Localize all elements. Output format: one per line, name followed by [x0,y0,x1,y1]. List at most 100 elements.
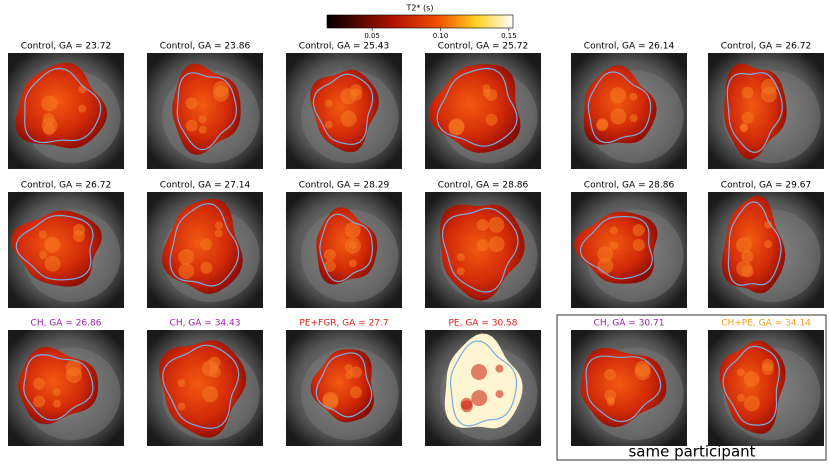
panel: Control, GA = 25.43 [286,42,402,169]
placenta-contour [587,71,652,144]
map-texture [471,390,488,407]
map-texture [634,360,651,377]
placenta-contour [312,73,374,146]
map-texture [476,218,489,231]
map-texture [198,125,207,134]
map-texture [322,391,339,408]
group-box [556,314,827,461]
map-texture [78,104,87,113]
panel-title: Control, GA = 28.86 [438,181,529,191]
panel: Control, GA = 26.14 [571,42,687,169]
map-texture [323,248,336,261]
panel-title: Control, GA = 23.86 [160,42,251,52]
map-texture [596,119,609,132]
map-texture [604,368,617,381]
placenta-contour [449,340,517,427]
map-texture [597,246,614,263]
map-texture [609,226,618,235]
placenta-contour [727,201,782,286]
map-texture [743,395,760,412]
map-texture [324,99,333,108]
map-texture [488,236,505,253]
panel: Control, GA = 23.72 [8,42,124,169]
map-texture [456,267,465,276]
placenta-contour [23,353,94,421]
map-texture [485,89,498,102]
map-texture [198,115,207,124]
map-texture [41,117,58,134]
map-texture [52,388,61,397]
map-texture [39,251,48,260]
map-texture [629,92,638,101]
map-texture [324,120,333,129]
map-texture [340,88,357,105]
placenta-contour [24,67,102,144]
panel: CH, GA = 34.43 [147,319,263,446]
map-texture [340,110,357,127]
panel: CH+PE, GA = 34.14 [708,319,824,446]
map-texture [460,397,473,410]
placenta-contour [315,352,373,418]
map-texture [65,367,82,384]
map-texture [349,366,362,379]
map-texture [604,389,617,402]
map-texture [610,108,627,125]
map-texture [629,114,638,123]
map-texture [470,364,487,381]
map-texture [213,85,230,102]
map-texture [177,379,186,388]
map-texture [78,85,87,94]
panel: Control, GA = 23.86 [147,42,263,169]
colorbar-label: T2* (s) [406,4,434,13]
panel-title: PE, GA = 30.58 [449,319,518,329]
group-note: same participant [628,443,755,461]
map-texture [764,220,773,229]
panel-title: Control, GA = 25.43 [299,42,389,52]
panel-title: CH, GA = 26.86 [31,319,102,329]
panel-title: CH+PE, GA = 34.14 [721,319,811,329]
placenta-contour [169,202,240,287]
placenta-contour [579,215,653,280]
map-texture [632,224,645,237]
placenta-contour [722,345,780,426]
panel-title: Control, GA = 26.72 [21,181,111,191]
map-texture [350,386,363,399]
panel: Control, GA = 27.14 [147,181,263,308]
map-texture [32,377,45,390]
placenta-contour [162,344,240,429]
map-texture [737,393,746,402]
placenta-contour [726,72,783,154]
map-texture [73,223,86,236]
map-texture [610,87,627,104]
placenta-contour [436,67,518,147]
map-texture [33,395,46,408]
map-texture [178,248,195,265]
placenta-map [15,62,108,149]
panel-title: Control, GA = 25.72 [438,42,528,52]
map-texture [610,241,619,250]
map-texture [736,368,745,377]
map-texture [185,119,198,132]
panel: Control, GA = 26.72 [8,181,124,308]
placenta-contour [176,72,237,151]
panel: CH, GA = 26.86 [8,319,124,446]
map-texture [741,86,754,99]
map-texture [200,261,213,274]
map-texture [764,240,773,249]
map-texture [38,230,47,239]
panel-title: CH, GA = 30.71 [594,319,665,329]
panel-title: Control, GA = 26.14 [584,42,675,52]
map-texture [348,259,357,268]
panel-title: Control, GA = 26.72 [721,42,811,52]
map-texture [200,238,213,251]
map-texture [456,253,465,262]
map-texture [741,250,754,263]
panel: Control, GA = 28.29 [286,181,402,308]
map-texture [632,238,645,251]
map-texture [201,360,218,377]
map-texture [44,236,61,253]
map-texture [741,111,754,124]
panel-title: Control, GA = 27.14 [160,181,251,191]
panel: PE, GA = 30.58 [425,319,541,446]
colorbar [326,14,514,29]
